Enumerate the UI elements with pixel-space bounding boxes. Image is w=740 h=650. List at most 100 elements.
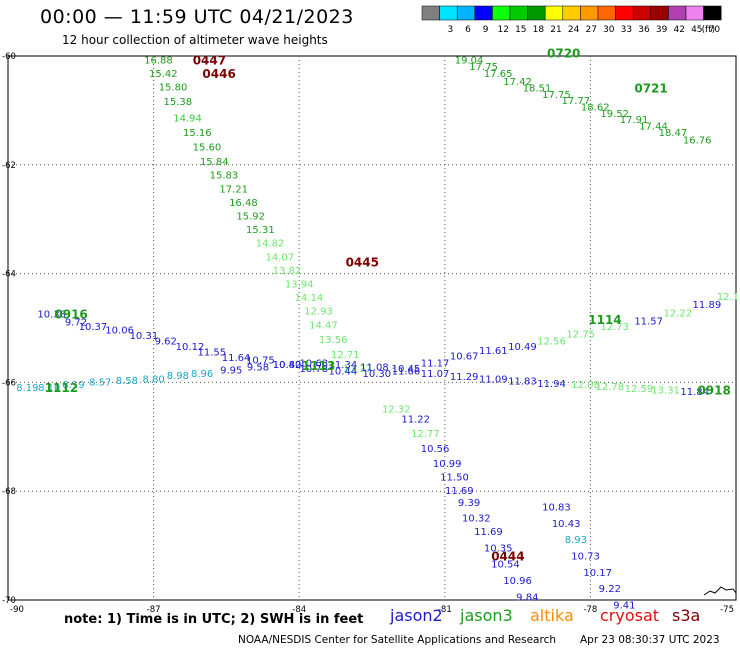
data-point-label: 15.83 <box>210 171 239 182</box>
data-point-label: 8.19 <box>16 383 38 394</box>
legend-bin-label: 12 <box>497 25 508 35</box>
data-point-label: 17.91 <box>620 115 649 126</box>
data-point-label: 16.88 <box>144 55 173 66</box>
data-point-label: 9.62 <box>155 337 177 348</box>
data-point-label: 11.64 <box>222 353 251 364</box>
legend-swatch <box>615 5 634 21</box>
data-point-label: 13.37 <box>343 364 372 375</box>
footer-note: note: 1) Time is in UTC; 2) SWH is in fe… <box>64 612 364 627</box>
data-point-label: 16.48 <box>229 198 258 209</box>
x-tick-label: -84 <box>292 605 306 615</box>
data-point-label: 10.38 <box>37 309 66 320</box>
data-point-label: 11.57 <box>634 316 663 327</box>
data-point-label: 16.76 <box>683 135 712 146</box>
footer-credit: NOAA/NESDIS Center for Satellite Applica… <box>238 634 556 646</box>
data-point-label: 12.77 <box>411 429 440 440</box>
data-point-label: 10.44 <box>329 367 358 378</box>
legend-swatch <box>509 5 528 21</box>
data-point-label: 18.62 <box>581 103 610 114</box>
data-point-label: 10.12 <box>176 342 205 353</box>
legend-bin-label: 3 <box>448 25 454 35</box>
data-point-label: 12.13 <box>717 292 740 303</box>
data-point-label: 14.14 <box>295 293 324 304</box>
time-label: 0720 <box>547 46 580 60</box>
time-label: 0721 <box>634 82 667 96</box>
data-point-label: 9.41 <box>613 600 635 611</box>
data-point-label: 10.35 <box>484 543 513 554</box>
data-point-label: 11.22 <box>401 414 430 425</box>
legend-swatch <box>632 5 652 21</box>
chart-title: 00:00 — 11:59 UTC 04/21/2023 <box>40 6 354 28</box>
legend-swatch <box>703 5 722 21</box>
legend-swatch <box>421 5 440 21</box>
time-label: 0447 <box>193 53 226 67</box>
legend-bin-label: 39 <box>656 25 668 35</box>
data-point-label: 10.78 <box>299 364 328 375</box>
data-point-label: 11.29 <box>450 372 479 383</box>
legend-swatch <box>650 5 669 21</box>
coastline <box>703 586 737 596</box>
data-point-label: 10.45 <box>392 364 421 375</box>
legend-sat-altika: altika <box>530 606 574 625</box>
data-point-label: 9.84 <box>516 592 538 603</box>
data-point-label: 10.40 <box>273 360 302 371</box>
time-label: 0446 <box>202 67 235 81</box>
data-point-label: 15.38 <box>164 97 193 108</box>
data-point-label: 15.31 <box>246 225 275 236</box>
legend-bin-label: 21 <box>550 25 561 35</box>
legend-bin-label: 6 <box>465 25 471 35</box>
y-tick-label: -64 <box>2 270 16 280</box>
data-point-label: 17.21 <box>219 184 248 195</box>
legend-bin-label: 30 <box>603 25 615 35</box>
legend-swatch <box>439 5 458 21</box>
legend-bin-label: 42 <box>673 25 684 35</box>
data-point-label: 18.47 <box>659 128 688 139</box>
y-tick-label: -68 <box>2 487 16 497</box>
data-point-label: 13.56 <box>319 335 348 346</box>
legend-swatch <box>562 5 581 21</box>
legend-bin-label: 70 <box>709 25 721 35</box>
data-point-label: 14.82 <box>256 239 285 250</box>
data-point-label: 11.89 <box>693 300 722 311</box>
data-point-label: 9.95 <box>220 365 242 376</box>
data-point-label: 12.73 <box>600 322 629 333</box>
x-tick-label: -87 <box>147 605 161 615</box>
data-point-label: 9.58 <box>247 363 269 374</box>
data-point-label: 11.34 <box>329 360 358 371</box>
data-point-label: 8.58 <box>116 376 138 387</box>
legend-unit: (ft) <box>702 25 716 35</box>
data-point-label: 11.07 <box>421 369 450 380</box>
data-point-label: 8.96 <box>191 369 213 380</box>
data-point-label: 17.65 <box>484 69 513 80</box>
time-label: 0918 <box>697 384 730 398</box>
legend-swatch <box>597 5 616 21</box>
chart-subtitle: 12 hour collection of altimeter wave hei… <box>62 33 328 47</box>
data-point-label: 13.82 <box>273 266 302 277</box>
data-point-label: 9.39 <box>458 498 480 509</box>
legend-swatch <box>456 5 476 21</box>
data-point-label: 17.44 <box>639 122 668 133</box>
legend-bin-label: 18 <box>533 25 545 35</box>
legend-swatch <box>474 5 493 21</box>
data-point-label: 10.17 <box>583 568 612 579</box>
data-point-label: 10.82 <box>273 360 302 371</box>
data-point-label: 10.06 <box>105 326 134 337</box>
legend-bin-label: 45 <box>691 25 702 35</box>
time-label: 0445 <box>346 256 379 270</box>
data-point-label: 10.63 <box>299 358 328 369</box>
data-point-label: 11.69 <box>445 486 474 497</box>
data-point-label: 15.92 <box>236 211 265 222</box>
data-point-label: 11.61 <box>479 346 508 357</box>
data-point-label: 11.55 <box>198 347 227 358</box>
data-point-label: 10.37 <box>79 322 108 333</box>
y-tick-label: -70 <box>2 596 16 606</box>
data-point-label: 11.09 <box>479 375 508 386</box>
data-point-label: 11.66 <box>392 367 421 378</box>
data-point-label: 15.84 <box>200 157 229 168</box>
data-point-label: 10.43 <box>552 519 581 530</box>
data-point-label: 10.96 <box>503 576 532 587</box>
legend-sat-jason2: jason2 <box>390 606 443 625</box>
data-point-label: 8.93 <box>565 535 587 546</box>
data-point-label: 14.47 <box>309 320 338 331</box>
plot-frame <box>7 55 737 601</box>
